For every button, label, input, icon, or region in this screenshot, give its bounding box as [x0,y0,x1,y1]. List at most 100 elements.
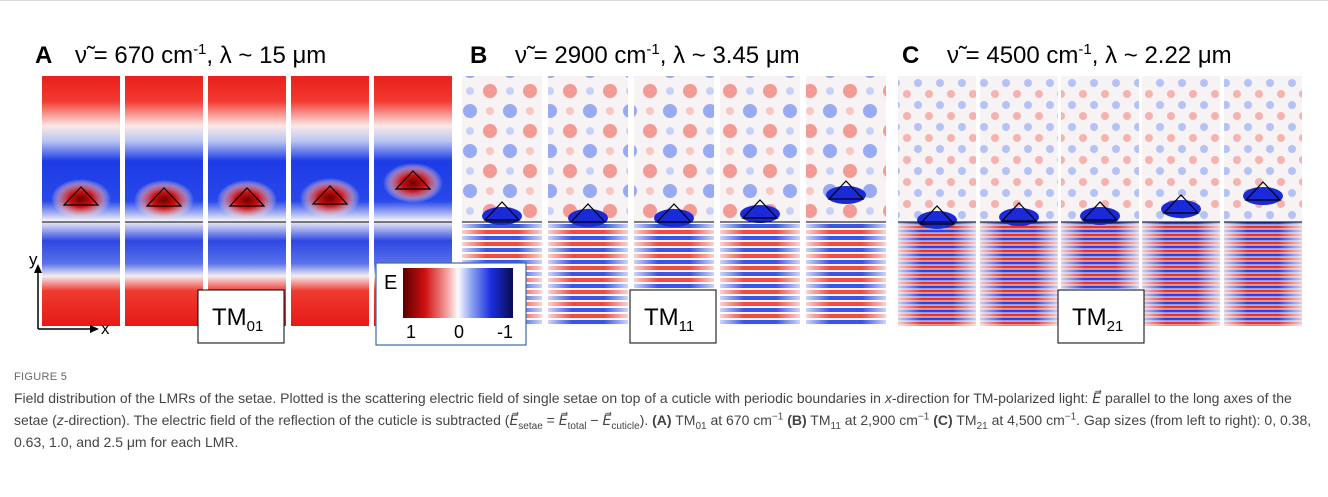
mode-box [629,289,717,344]
caption-text: setae [518,420,543,432]
seta-triangle [145,187,183,207]
mode-sub: 11 [679,318,695,335]
field-map [634,76,714,222]
colorbar-label: 1 [406,322,416,342]
caption-text: -direction for TM-polarized light: [891,390,1093,406]
caption-text: parallel to the long axes of the setae ( [14,390,1292,428]
mode-label: TM21 [1072,304,1123,335]
caption-text: E⃗ [558,412,568,428]
mode-box [1057,289,1145,344]
caption-text: TM [806,412,831,428]
heading-text: , λ ~ 3.45 μm [660,42,800,69]
field-lobe [134,180,194,220]
field-map [980,76,1058,222]
field-fade [898,222,976,326]
caption-text: x [884,390,892,406]
mode-text: TM [1072,304,1107,331]
colorbar-label: -1 [497,322,513,342]
field-lobe [217,180,277,220]
seta-triangle [1244,181,1282,201]
caption-text: Field distribution of the LMRs of the se… [14,390,885,406]
caption-text: (B) [787,412,807,428]
seta-triangle [569,203,607,223]
caption-text: TM [671,412,696,428]
mode-label: TM01 [212,304,263,335]
caption-text: at 670 cm [706,412,772,428]
field-map [462,76,542,222]
seta-triangle [394,170,432,190]
panel-heading: ν̃ = 4500 cm-1, λ ~ 2.22 μm [947,41,1232,69]
caption-text: E⃗ [602,412,612,428]
heading-text: ν̃ = 2900 cm [515,42,646,69]
y-axis-label: y [29,250,38,269]
colorbar [403,268,513,318]
mode-text: TM [212,304,247,331]
caption-text: TM [952,412,977,428]
caption-text: total [567,420,587,432]
mode-sub: 01 [247,318,264,335]
x-axis-label: x [101,319,110,338]
seta-triangle [483,201,521,221]
field-fade [980,222,1058,326]
field-map [898,76,976,222]
caption-text: −1 [917,411,930,423]
caption-text: E⃗ [509,412,519,428]
field-map [1142,76,1220,222]
caption-text: ). [639,412,653,428]
heading-text: , λ ~ 2.22 μm [1092,42,1232,69]
caption-text: 11 [830,420,841,432]
heading-sup: -1 [193,41,206,58]
caption-text: at 4,500 cm [987,412,1065,428]
caption-text: (A) [652,412,672,428]
seta-triangle [228,187,266,207]
caption-text: z [56,412,64,428]
heading-sup: -1 [1078,41,1091,58]
caption-label: FIGURE 5 [14,371,68,383]
field-fade [806,222,886,326]
seta-triangle [62,186,100,206]
field-fade [720,222,800,326]
mode-text: TM [644,304,679,331]
caption-text: 21 [976,420,988,432]
seta-triangle [311,185,349,205]
colorbar-title: E [384,272,397,294]
seta-triangle [1162,194,1200,214]
mode-sub: 21 [1107,318,1124,335]
panel-letter: C [902,42,919,69]
caption-text: −1 [1064,411,1077,423]
mode-box [197,289,285,344]
panel-letter: B [470,42,487,69]
seta-triangle [741,199,779,219]
panel-heading: ν̃ = 2900 cm-1, λ ~ 3.45 μm [515,41,800,69]
heading-sup: -1 [646,41,659,58]
caption-text: E⃗ [1092,390,1102,406]
field-fade [1224,222,1302,326]
field-lobe [51,179,111,219]
field-map [548,76,628,222]
seta-triangle [918,205,956,225]
caption-text: − [586,412,603,428]
seta-triangle [655,203,693,223]
mode-label: TM11 [644,304,694,335]
field-fade [1142,222,1220,326]
field-lobe [383,163,443,203]
caption: Field distribution of the LMRs of the se… [14,387,1314,453]
seta-triangle [827,180,865,200]
heading-text: , λ ~ 15 μm [206,42,326,69]
caption-text: at 2,900 cm [840,412,918,428]
caption-text: -direction). The electric field of the r… [63,412,510,428]
panel-letter: A [35,42,52,69]
heading-text: ν̃ = 670 cm [75,42,193,69]
seta-triangle [1081,201,1119,221]
caption-text: cuticle [611,420,640,432]
colorbar-label: 0 [454,322,464,342]
caption-text: = [542,412,559,428]
field-map [720,76,800,222]
field-fade [548,222,628,326]
x-arrow-head [90,325,99,333]
field-lobe [300,178,360,218]
panel-heading: ν̃ = 670 cm-1, λ ~ 15 μm [75,41,326,69]
